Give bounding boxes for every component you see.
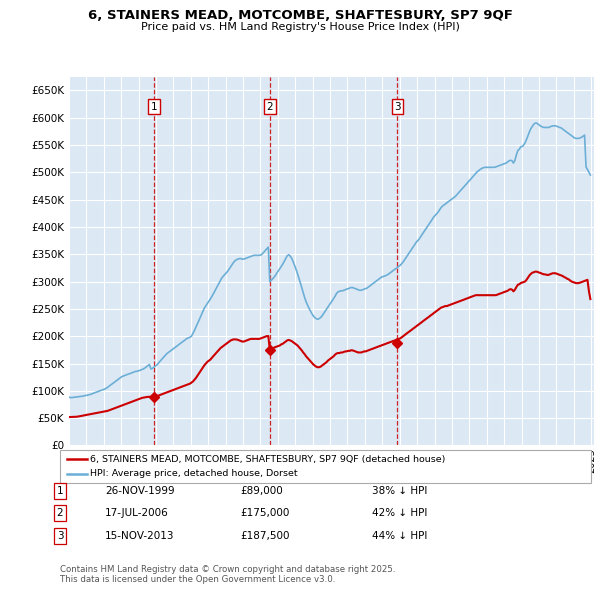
Text: 6, STAINERS MEAD, MOTCOMBE, SHAFTESBURY, SP7 9QF (detached house): 6, STAINERS MEAD, MOTCOMBE, SHAFTESBURY,… (90, 454, 445, 464)
Text: 15-NOV-2013: 15-NOV-2013 (105, 531, 175, 540)
Text: 2: 2 (266, 101, 273, 112)
Text: 17-JUL-2006: 17-JUL-2006 (105, 509, 169, 518)
Text: 3: 3 (394, 101, 401, 112)
Text: 2: 2 (56, 509, 64, 518)
Text: 44% ↓ HPI: 44% ↓ HPI (372, 531, 427, 540)
Text: 6, STAINERS MEAD, MOTCOMBE, SHAFTESBURY, SP7 9QF: 6, STAINERS MEAD, MOTCOMBE, SHAFTESBURY,… (88, 9, 512, 22)
Text: 26-NOV-1999: 26-NOV-1999 (105, 486, 175, 496)
Text: Price paid vs. HM Land Registry's House Price Index (HPI): Price paid vs. HM Land Registry's House … (140, 22, 460, 32)
Text: £175,000: £175,000 (240, 509, 289, 518)
Text: 3: 3 (56, 531, 64, 540)
Text: 42% ↓ HPI: 42% ↓ HPI (372, 509, 427, 518)
Text: 1: 1 (151, 101, 158, 112)
Text: 38% ↓ HPI: 38% ↓ HPI (372, 486, 427, 496)
Text: £187,500: £187,500 (240, 531, 290, 540)
Text: Contains HM Land Registry data © Crown copyright and database right 2025.
This d: Contains HM Land Registry data © Crown c… (60, 565, 395, 584)
Text: £89,000: £89,000 (240, 486, 283, 496)
Text: 1: 1 (56, 486, 64, 496)
Text: HPI: Average price, detached house, Dorset: HPI: Average price, detached house, Dors… (90, 469, 298, 478)
